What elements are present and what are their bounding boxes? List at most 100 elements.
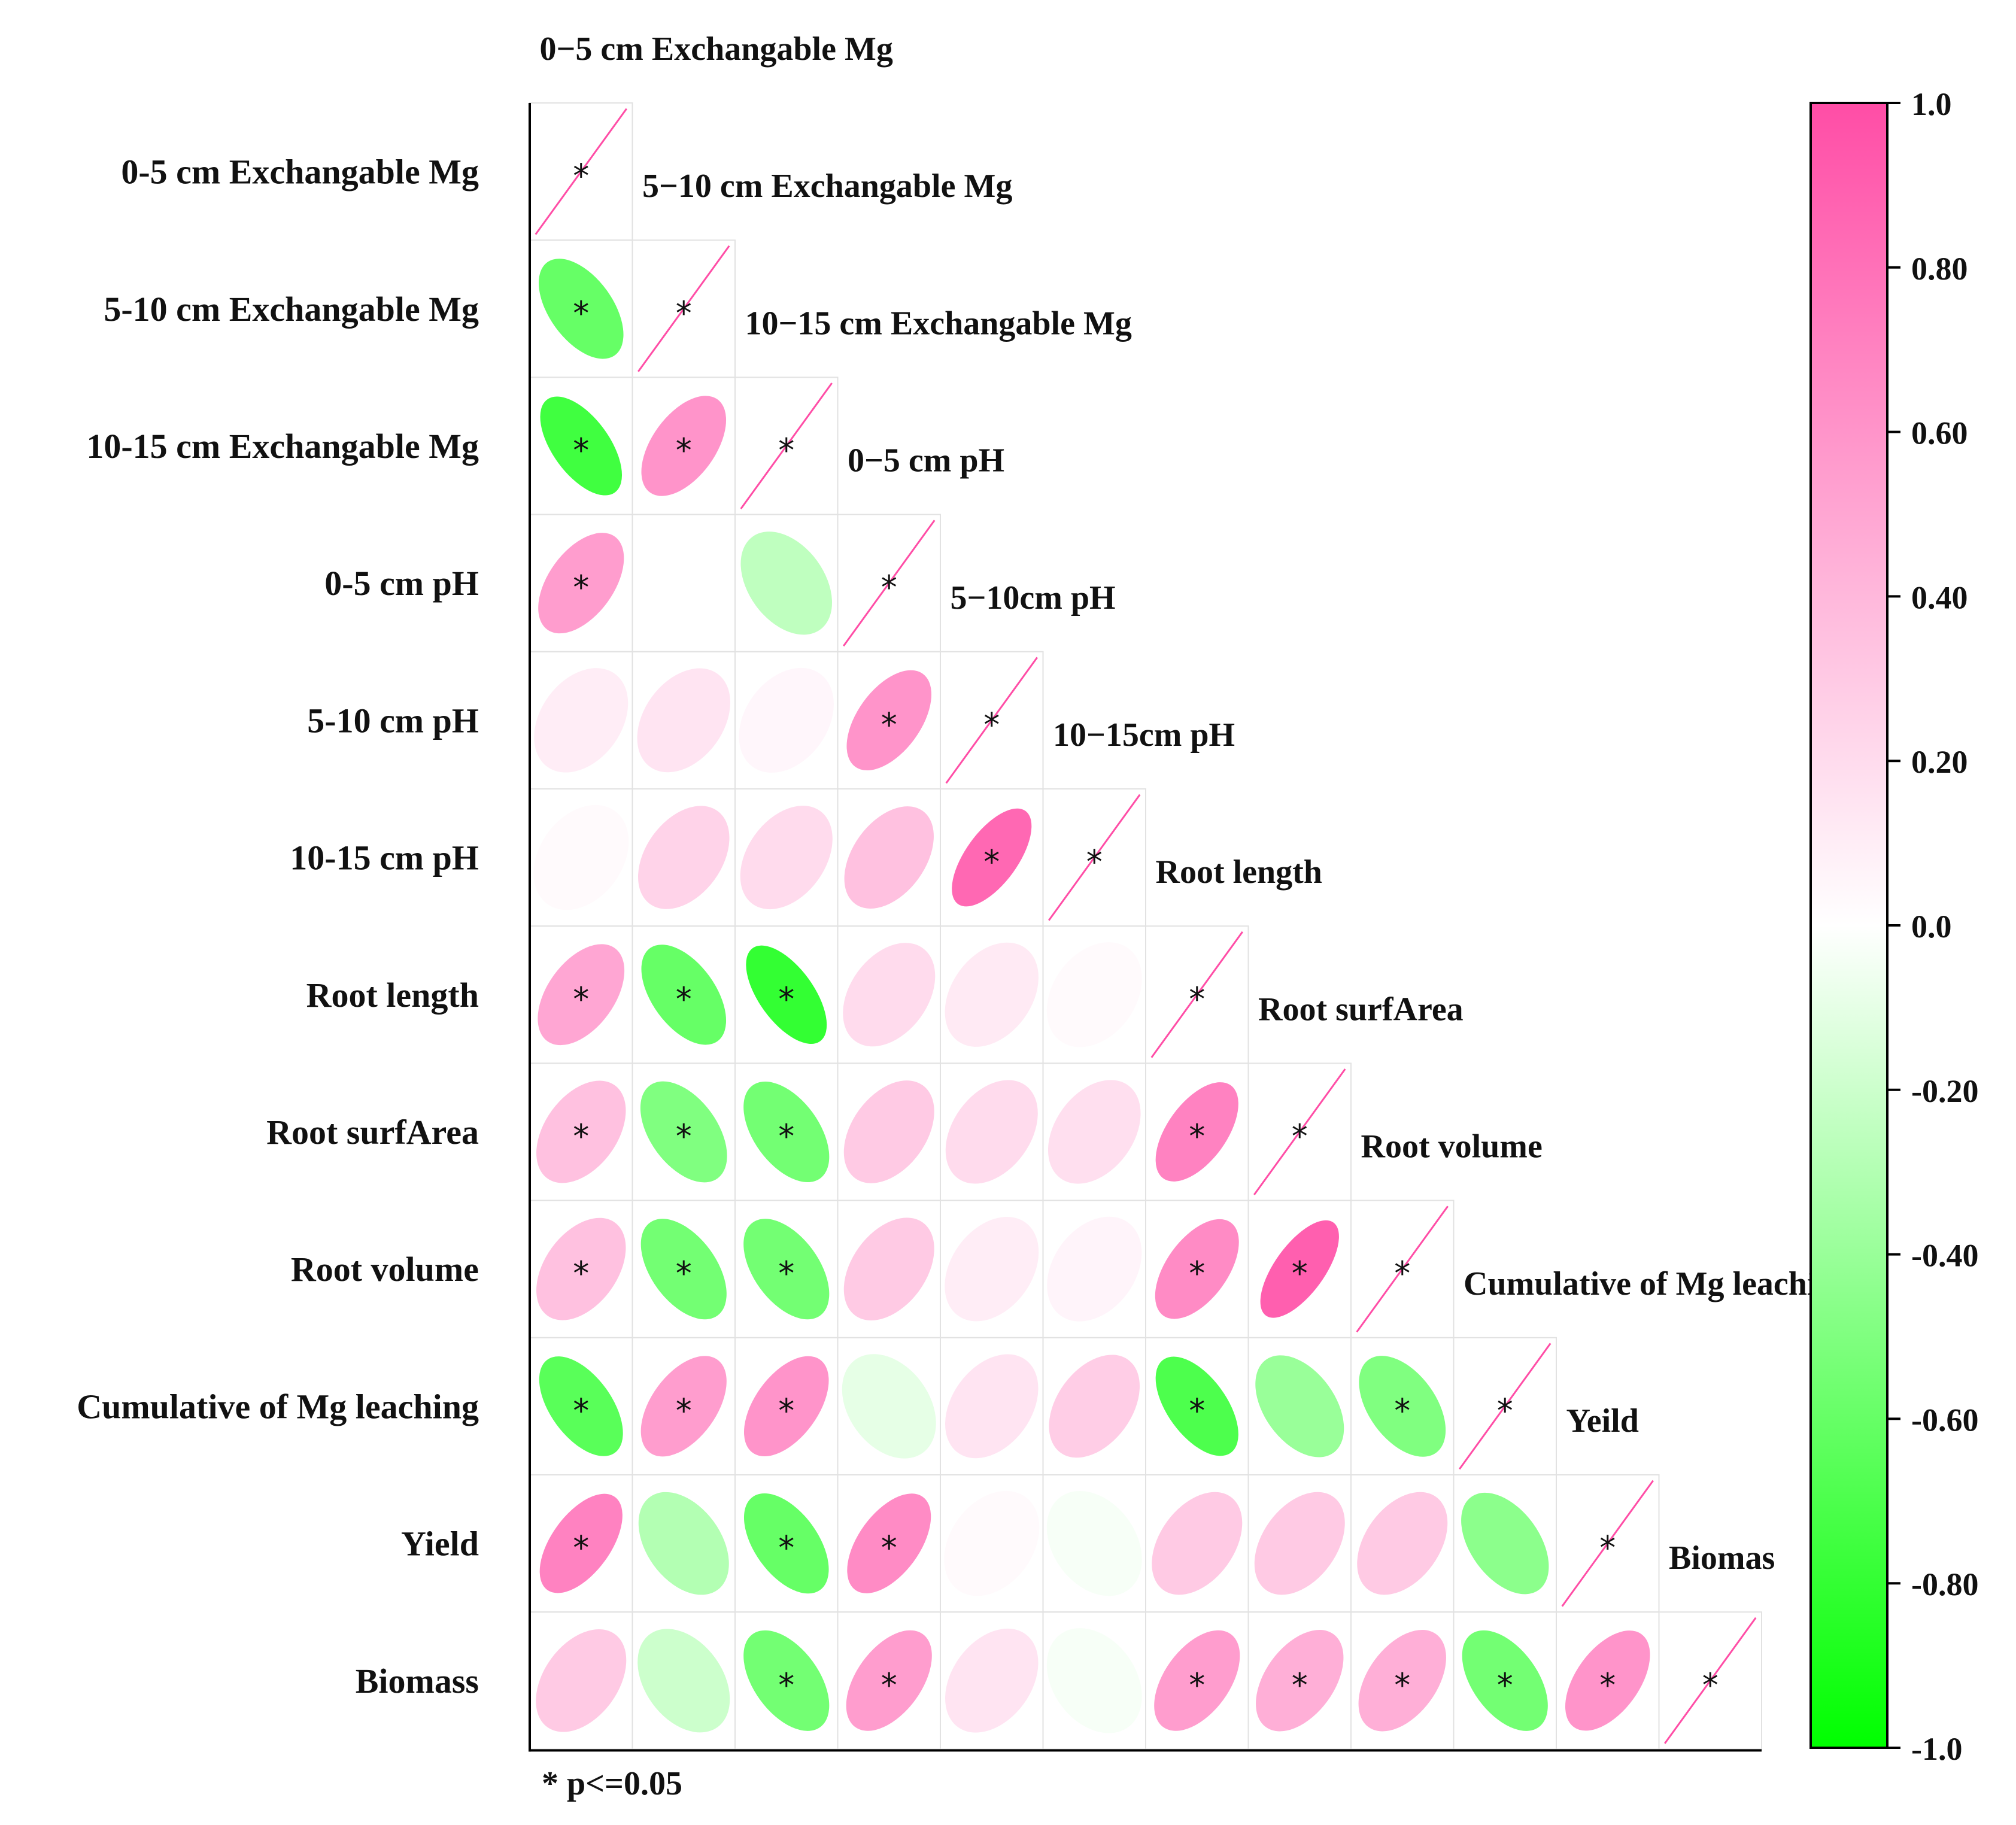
significance-star: * xyxy=(881,1666,897,1704)
correlation-ellipse xyxy=(538,533,624,634)
correlation-ellipse xyxy=(536,1217,626,1320)
colorbar-tick-label: -0.20 xyxy=(1911,1073,1978,1109)
column-label: Root length xyxy=(1156,854,1322,891)
significance-star: * xyxy=(573,980,589,1018)
significance-star: * xyxy=(778,1666,794,1704)
correlation-ellipse xyxy=(1155,1356,1238,1456)
correlation-ellipse xyxy=(843,943,936,1047)
correlation-ellipse xyxy=(637,668,731,773)
correlation-ellipse xyxy=(843,1080,934,1183)
correlation-ellipse xyxy=(945,1216,1039,1322)
correlation-ellipse xyxy=(1357,1492,1448,1595)
significance-star: * xyxy=(778,1529,794,1567)
correlation-ellipse xyxy=(640,1356,727,1457)
correlation-ellipse xyxy=(1047,1216,1142,1322)
significance-star: * xyxy=(573,294,589,332)
correlation-ellipse xyxy=(641,396,727,496)
significance-star: * xyxy=(1599,1666,1616,1704)
correlation-ellipse xyxy=(638,1492,729,1595)
significance-star: * xyxy=(1189,1666,1205,1704)
significance-star: * xyxy=(676,432,692,469)
significance-star: * xyxy=(676,1255,692,1292)
significance-star: * xyxy=(778,1118,794,1155)
correlation-ellipse xyxy=(1046,942,1142,1047)
row-label: Biomass xyxy=(356,1662,479,1701)
correlation-ellipse xyxy=(740,806,833,910)
correlation-ellipse xyxy=(1049,1355,1140,1458)
row-label: Root volume xyxy=(291,1250,479,1289)
matrix-labels: 0-5 cm Exchangable Mg 5-10 cm Exchangable… xyxy=(77,31,1851,1701)
significance-star: * xyxy=(778,980,794,1018)
row-label: 10-15 cm Exchangable Mg xyxy=(86,427,479,466)
correlation-ellipse xyxy=(743,1630,830,1731)
significance-star: * xyxy=(778,1255,794,1292)
correlation-ellipse xyxy=(739,667,834,773)
diagonal-line xyxy=(1356,1205,1449,1333)
significance-star: * xyxy=(1394,1392,1410,1429)
colorbar-tick-label: 1.0 xyxy=(1911,86,1952,122)
significance-star: * xyxy=(1394,1255,1410,1292)
colorbar-tick-label: 0.40 xyxy=(1911,579,1968,615)
correlation-ellipse xyxy=(539,1356,623,1456)
column-label: Biomas xyxy=(1669,1539,1775,1577)
significance-star: * xyxy=(676,1392,692,1429)
correlation-ellipse xyxy=(536,1080,626,1183)
significance-star: * xyxy=(1599,1529,1616,1567)
significance-star: * xyxy=(881,1529,897,1567)
significance-star: * xyxy=(1189,1255,1205,1292)
correlation-ellipse xyxy=(844,806,934,909)
correlation-ellipse xyxy=(945,1080,1038,1184)
significance-star: * xyxy=(1189,1392,1205,1429)
significance-star: * xyxy=(1189,980,1205,1018)
correlation-ellipse xyxy=(1461,1492,1549,1595)
significance-star: * xyxy=(1292,1666,1308,1704)
correlation-ellipse xyxy=(638,806,730,909)
diagonal-line xyxy=(1150,931,1243,1058)
correlation-ellipse xyxy=(636,530,732,636)
correlation-ellipse xyxy=(945,1628,1039,1733)
row-label: 0-5 cm Exchangable Mg xyxy=(121,153,479,192)
correlation-ellipse xyxy=(641,945,727,1045)
correlation-ellipse xyxy=(1048,1080,1141,1184)
column-label: Root surfArea xyxy=(1258,991,1464,1028)
significance-star: * xyxy=(1394,1666,1410,1704)
colorbar-tick-label: -1.0 xyxy=(1911,1731,1962,1767)
correlation-ellipse xyxy=(743,1219,830,1320)
significance-star: * xyxy=(778,432,794,469)
colorbar-tick-label: -0.60 xyxy=(1911,1402,1978,1438)
significance-star: * xyxy=(573,432,589,469)
significance-star: * xyxy=(881,569,897,606)
correlation-ellipse xyxy=(536,1629,627,1732)
row-label: 0-5 cm pH xyxy=(324,564,479,603)
row-label: Root surfArea xyxy=(266,1113,479,1152)
colorbar-scale xyxy=(1809,102,1889,1749)
significance-star: * xyxy=(1292,1118,1308,1155)
column-label: Cumulative of Mg leaching xyxy=(1464,1265,1852,1302)
matrix-axes xyxy=(529,103,1762,1752)
correlation-ellipse xyxy=(1359,1356,1446,1457)
correlation-ellipses: * * * * * * * * * * * * * * * * * * * * * * * * * * * * * * * * * * * * * * * *… xyxy=(533,108,1757,1744)
correlation-ellipse xyxy=(533,804,629,910)
column-label: Yeild xyxy=(1566,1402,1639,1440)
column-label: Root volume xyxy=(1361,1128,1543,1165)
colorbar: 1.0 0.80 0.60 0.40 0.20 0.0 -0.20 -0.40 -0.60 -0.… xyxy=(1809,86,1978,1767)
diagonal-line xyxy=(1048,794,1141,921)
correlation-ellipse xyxy=(534,668,629,773)
significance-star: * xyxy=(573,1118,589,1155)
diagonal-line xyxy=(945,657,1038,784)
colorbar-tick-label: 0.60 xyxy=(1911,415,1968,451)
significance-star: * xyxy=(983,843,1000,881)
diagonal-line xyxy=(1561,1480,1654,1607)
correlation-ellipse xyxy=(846,1630,932,1731)
correlation-ellipse xyxy=(1462,1630,1548,1731)
column-label: 0−5 cm pH xyxy=(848,442,1004,479)
significance-star: * xyxy=(676,980,692,1018)
correlation-ellipse xyxy=(1358,1630,1446,1732)
row-label: Yield xyxy=(401,1525,479,1563)
correlation-ellipse xyxy=(1260,1220,1339,1318)
column-label: 0−5 cm Exchangable Mg xyxy=(540,31,893,68)
row-label: 5-10 cm pH xyxy=(307,701,479,740)
row-label: 10-15 cm pH xyxy=(290,839,479,877)
significance-star: * xyxy=(1292,1255,1308,1292)
correlation-ellipse xyxy=(1155,1082,1238,1182)
